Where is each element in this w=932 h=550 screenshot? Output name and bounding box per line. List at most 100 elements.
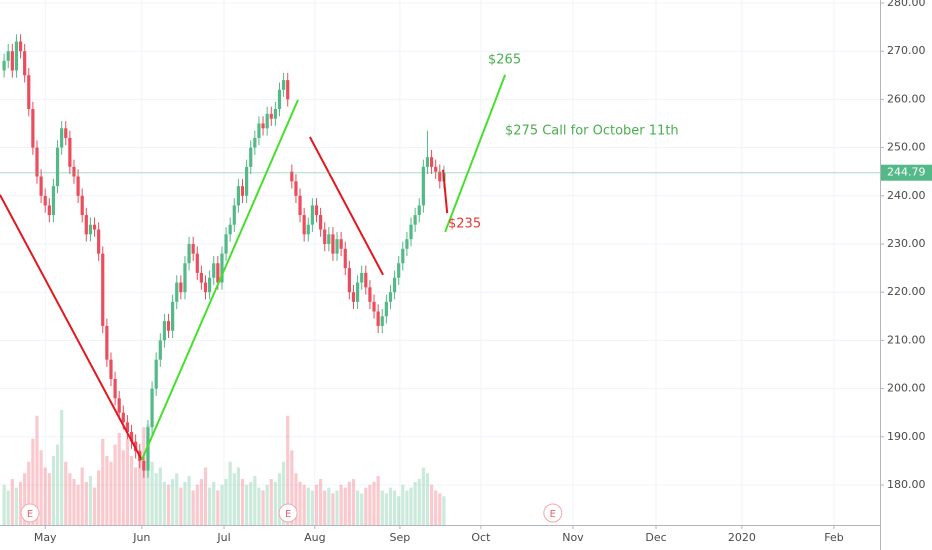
volume-bar (183, 481, 187, 525)
volume-bar (380, 490, 384, 525)
candle-body (14, 41, 19, 71)
candle-body (187, 243, 191, 264)
candle-body (31, 109, 35, 148)
annotation: $235 (448, 217, 481, 232)
volume-bar (261, 490, 265, 525)
volume-bar (134, 467, 138, 525)
volume-bar (117, 433, 121, 525)
volume-bar (351, 479, 356, 525)
volume-bar (314, 484, 319, 525)
candle-body (142, 460, 146, 471)
volume-bar (392, 490, 397, 525)
volume-bar (92, 487, 97, 525)
candle-body (220, 253, 224, 283)
trendline (444, 74, 507, 233)
candle-body (6, 51, 10, 61)
candle-body (335, 239, 339, 254)
volume-bar (121, 450, 125, 525)
y-tick-label: 230.00 (887, 237, 926, 250)
event-label: E (27, 509, 33, 520)
volume-bar (401, 484, 405, 525)
volume-bar (150, 461, 154, 525)
candle-layer (2, 34, 446, 478)
volume-bar (434, 490, 438, 525)
candle-body (261, 123, 265, 129)
volume-bar (60, 410, 64, 525)
volume-bar (179, 487, 183, 525)
volume-bar (327, 487, 331, 525)
candle-body (175, 282, 179, 302)
candle-body (273, 109, 277, 119)
last-price-label: 244.79 (887, 166, 926, 179)
volume-bar (323, 490, 327, 525)
candle-body (203, 282, 208, 293)
candle-body (429, 157, 434, 167)
candle-body (368, 287, 372, 302)
volume-bar (294, 473, 298, 525)
volume-bar (286, 415, 290, 525)
volume-bar (364, 487, 368, 525)
volume-bar (76, 484, 80, 525)
candle-body (298, 195, 302, 216)
volume-bar (220, 484, 224, 525)
candle-body (113, 378, 117, 399)
candle-body (323, 229, 327, 244)
candle-body (109, 359, 113, 379)
volume-bar (343, 487, 347, 525)
candle-body (125, 422, 130, 432)
trendline-layer (0, 74, 507, 461)
volume-bar (31, 438, 35, 525)
candle-body (146, 427, 150, 471)
x-tick-label: Oct (471, 531, 491, 544)
candle-body (331, 234, 335, 254)
volume-bar (84, 481, 88, 525)
volume-bar (187, 476, 191, 525)
candle-body (51, 186, 56, 216)
candle-body (351, 292, 356, 302)
volume-bar (27, 461, 31, 525)
candle-body (290, 171, 294, 182)
candle-body (72, 166, 76, 177)
y-tick-label: 180.00 (887, 478, 926, 491)
volume-bar (97, 470, 101, 525)
volume-bar (2, 484, 6, 525)
volume-bar (88, 476, 93, 525)
volume-bar (245, 484, 249, 525)
candle-body (347, 268, 351, 293)
x-tick-label: Jul (216, 531, 230, 544)
candle-body (43, 195, 47, 206)
volume-bar (171, 479, 175, 525)
volume-bar (347, 481, 351, 525)
candle-body (101, 253, 105, 326)
candle-body (232, 205, 236, 225)
volume-bar (72, 479, 76, 525)
y-tick-label: 270.00 (887, 44, 926, 57)
candle-body (413, 215, 417, 225)
candle-body (318, 215, 323, 230)
volume-bar (224, 479, 228, 525)
x-tick-label: Dec (645, 531, 666, 544)
volume-layer (2, 410, 446, 525)
candle-body (68, 137, 72, 167)
candle-body (294, 181, 298, 196)
volume-bar (421, 467, 425, 525)
volume-bar (191, 490, 195, 525)
volume-bar (232, 473, 236, 525)
volume-bar (158, 467, 162, 525)
candle-body (380, 316, 384, 326)
candle-body (208, 277, 212, 293)
candle-body (39, 176, 43, 196)
volume-bar (51, 456, 56, 525)
volume-bar (162, 481, 167, 525)
event-marker (278, 503, 298, 523)
candle-body (384, 301, 388, 317)
volume-bar (442, 496, 446, 525)
volume-bar (10, 479, 14, 525)
volume-bar (212, 481, 216, 525)
candle-body (64, 128, 68, 138)
candle-body (47, 205, 51, 216)
volume-bar (257, 487, 261, 525)
volume-bar (265, 484, 269, 525)
